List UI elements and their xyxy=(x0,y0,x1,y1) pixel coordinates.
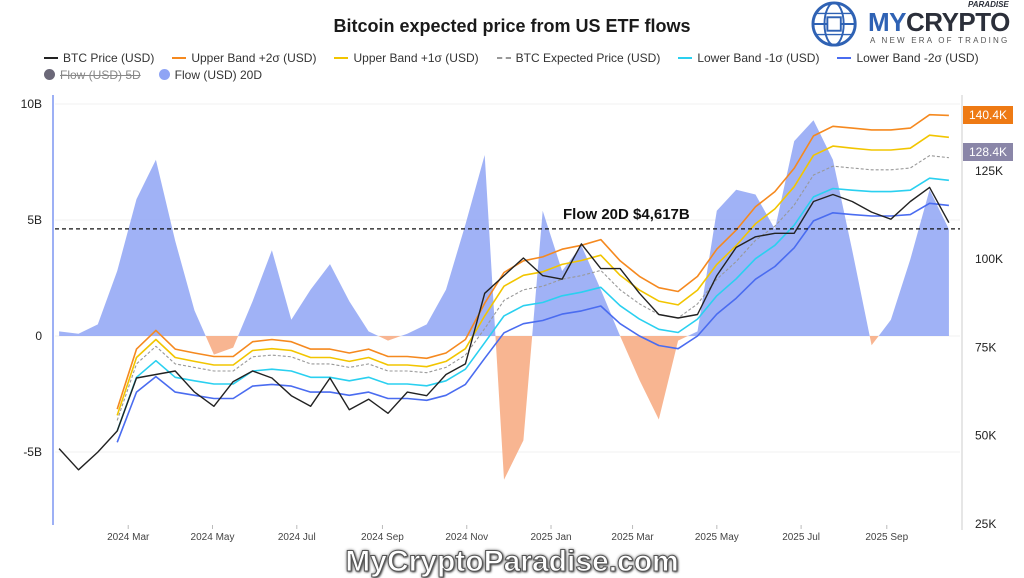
legend-line-icon xyxy=(837,56,852,59)
x-tick-label: 2024 Jul xyxy=(278,532,316,543)
y-right-tick-label: 100K xyxy=(975,252,1003,266)
legend-label: Flow (USD) 5D xyxy=(60,67,141,82)
y-left-tick-label: 5B xyxy=(27,213,42,227)
x-tick-label: 2024 Sep xyxy=(361,532,404,543)
logo-wordmark: MYCRYPTO xyxy=(868,7,1010,37)
flow-20d-negative-area xyxy=(59,336,949,480)
logo: MYCRYPTO PARADISE A NEW ERA OF TRADING xyxy=(808,0,1022,48)
x-tick-label: 2025 Mar xyxy=(611,532,654,543)
legend-line-icon xyxy=(678,56,693,59)
legend-label: Lower Band -2σ (USD) xyxy=(856,50,979,65)
y-left-tick-label: 0 xyxy=(35,329,42,343)
legend-item[interactable]: Lower Band -1σ (USD) xyxy=(678,51,819,65)
watermark: MyCryptoParadise.com xyxy=(345,545,679,578)
y-right-tick-label: 125K xyxy=(975,164,1003,178)
x-tick-label: 2024 May xyxy=(191,532,235,543)
legend-line-icon xyxy=(496,56,511,59)
globe-circuit-icon xyxy=(811,1,857,47)
legend-label: BTC Price (USD) xyxy=(63,50,155,65)
expected-price-line xyxy=(116,155,949,421)
x-tick-label: 2025 May xyxy=(695,532,739,543)
lower-band-1sigma-line xyxy=(116,177,949,432)
legend-item[interactable]: BTC Price (USD) xyxy=(44,51,154,65)
legend-line-icon xyxy=(44,56,58,59)
legend-line-icon xyxy=(334,56,349,59)
logo-paradise: PARADISE xyxy=(968,0,1009,9)
x-tick-label: 2025 Jul xyxy=(782,532,820,543)
legend-item[interactable]: BTC Expected Price (USD) xyxy=(496,50,661,65)
legend-line-icon xyxy=(172,56,187,59)
legend-label: Upper Band +2σ (USD) xyxy=(191,50,317,65)
upper-band-1sigma-line xyxy=(116,134,949,416)
legend-label: Lower Band -1σ (USD) xyxy=(697,50,820,65)
x-tick-label: 2025 Sep xyxy=(865,532,908,543)
legend-label: BTC Expected Price (USD) xyxy=(515,50,661,65)
x-tick-label: 2025 Jan xyxy=(530,532,571,543)
x-tick-label: 2024 Mar xyxy=(107,532,150,543)
x-tick-label: 2024 Nov xyxy=(445,532,488,543)
legend: BTC Price (USD) Upper Band +2σ (USD) Upper… xyxy=(44,49,979,83)
legend-dot-icon xyxy=(44,69,55,80)
legend-item[interactable]: Lower Band -2σ (USD) xyxy=(837,50,979,65)
legend-dot-icon xyxy=(158,69,170,80)
chart-title: Bitcoin expected price from US ETF flows xyxy=(333,16,691,36)
y-left-tick-label: -5B xyxy=(23,445,42,459)
legend-label: Flow (USD) 20D xyxy=(174,67,263,82)
logo-tagline: A NEW ERA OF TRADING xyxy=(870,36,1010,45)
legend-item[interactable]: Upper Band +1σ (USD) xyxy=(334,50,479,65)
upper-band-2sigma-line xyxy=(116,113,949,410)
reference-line-label: Flow 20D $4,617B xyxy=(563,206,690,223)
btc-price-line xyxy=(58,186,950,471)
y-left-tick-label: 10B xyxy=(21,97,42,111)
legend-item[interactable]: Flow (USD) 20D xyxy=(158,67,263,82)
legend-item[interactable]: Flow (USD) 5D xyxy=(44,68,141,82)
flow-20d-positive-area xyxy=(59,120,949,336)
legend-item[interactable]: Upper Band +2σ (USD) xyxy=(172,51,316,65)
y-right-tick-label: 25K xyxy=(975,517,996,531)
y-right-tick-label: 50K xyxy=(975,429,996,443)
legend-label: Upper Band +1σ (USD) xyxy=(353,50,479,65)
y-right-tick-label: 75K xyxy=(975,340,996,354)
last-value-badge: 140.4K xyxy=(963,106,1013,125)
lower-band-2sigma-line xyxy=(116,202,949,443)
last-value-badge: 128.4K xyxy=(963,142,1013,161)
